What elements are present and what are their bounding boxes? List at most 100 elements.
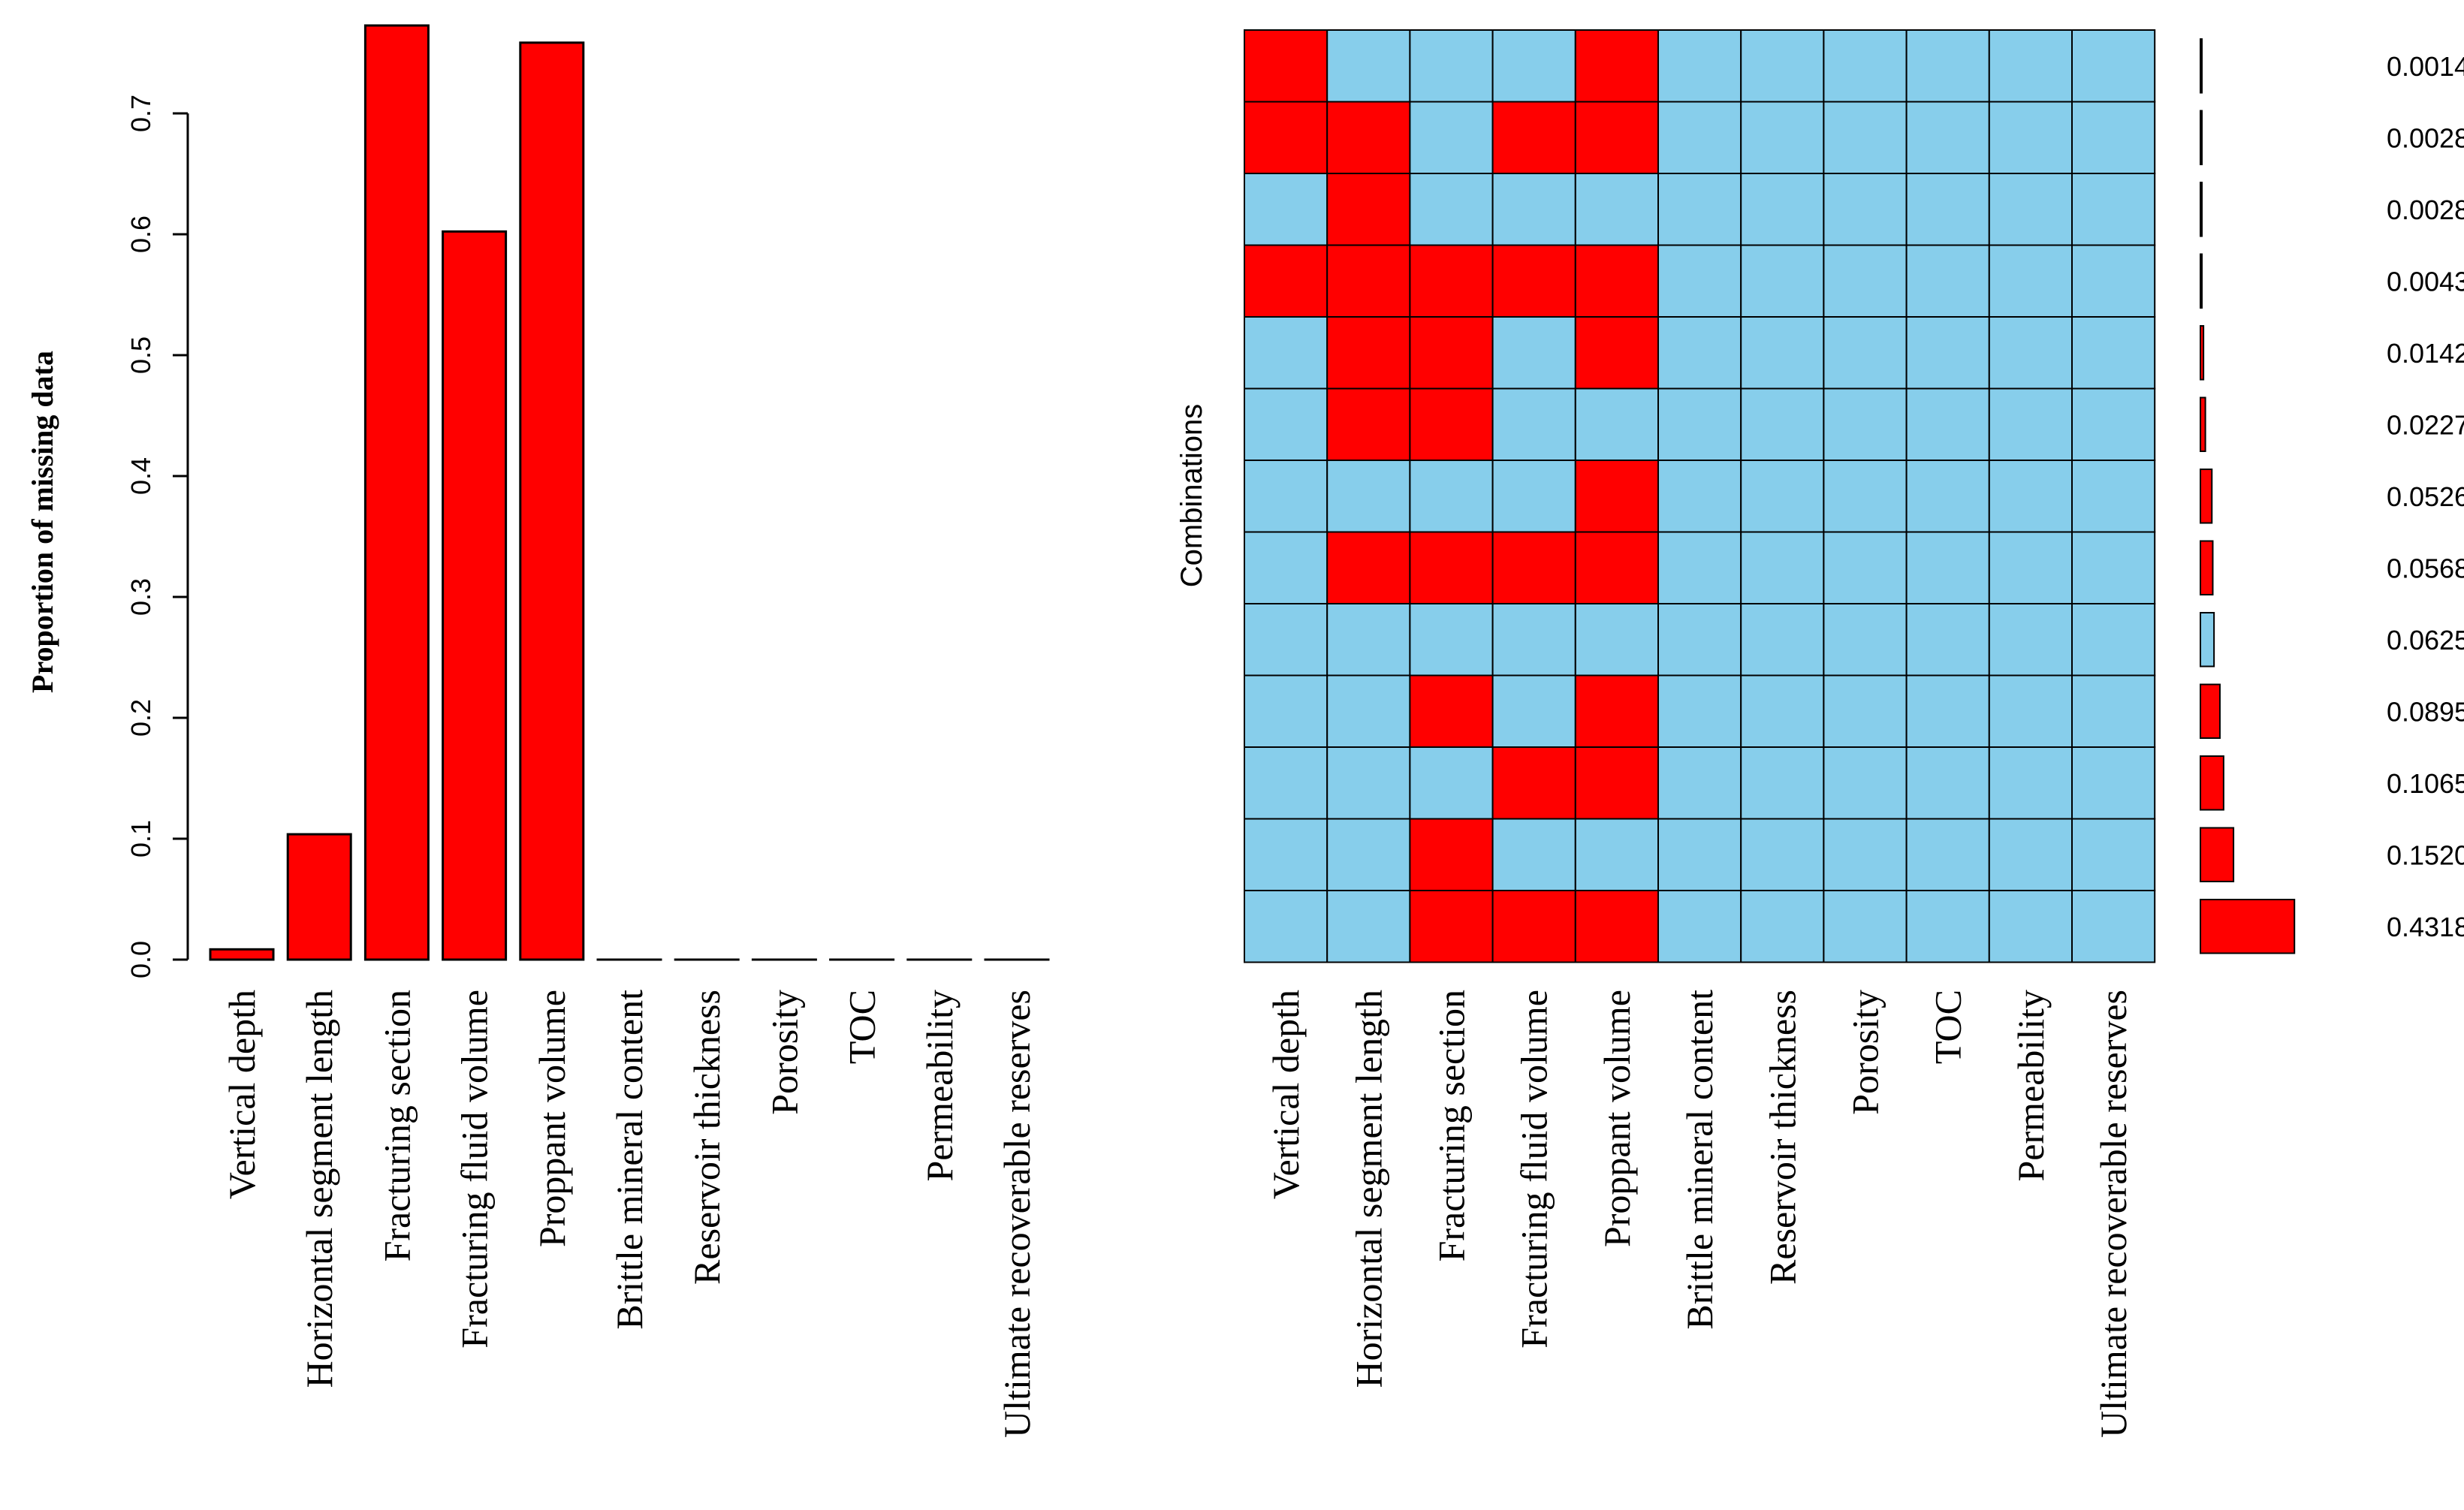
combination-frequency-bar <box>2200 396 2206 452</box>
heatmap-cell <box>1409 29 1494 103</box>
heatmap-cell <box>2071 173 2156 246</box>
y-tick-label: 0.4 <box>125 457 156 495</box>
heatmap-cell <box>1823 460 1908 533</box>
combination-frequency-bar <box>2200 899 2296 954</box>
heatmap-cell <box>1326 460 1411 533</box>
heatmap-cell <box>1823 387 1908 461</box>
heatmap-cell <box>1657 603 1742 677</box>
heatmap-cell <box>1244 531 1329 604</box>
heatmap-cell <box>1409 603 1494 677</box>
heatmap-cell <box>1988 387 2073 461</box>
heatmap-cell <box>1740 746 1825 820</box>
heatmap-cell <box>1574 387 1660 461</box>
bar-fracturing-section <box>363 24 430 961</box>
heatmap-cell <box>1657 244 1742 318</box>
heatmap-cell <box>1657 746 1742 820</box>
heatmap-cell <box>1905 244 1990 318</box>
heatmap-cell <box>1326 603 1411 677</box>
heatmap-cell <box>1491 890 1576 963</box>
y-tick-label: 0.5 <box>125 336 156 374</box>
combination-proportion-label: 0.0895 <box>2387 696 2464 727</box>
heatmap-cell <box>1905 818 1990 891</box>
heatmap-cell <box>1823 173 1908 246</box>
heatmap-cell <box>2071 603 2156 677</box>
combination-proportion-label: 0.0625 <box>2387 625 2464 656</box>
heatmap-x-label-horizontal-segment-length: Horizontal segment length <box>1347 990 1389 1388</box>
heatmap-cell <box>1244 674 1329 748</box>
x-tick-label-permeability: Permeability <box>918 990 961 1182</box>
heatmap-cell <box>1574 818 1660 891</box>
heatmap-cell <box>1409 460 1494 533</box>
x-tick-label-horizontal-segment-length: Horizontal segment length <box>298 990 340 1388</box>
heatmap-cell <box>1823 101 1908 174</box>
heatmap-cell <box>1244 603 1329 677</box>
heatmap-x-label-toc: TOC <box>1927 990 1969 1064</box>
bar-vertical-depth <box>209 948 275 961</box>
heatmap-cell <box>1905 101 1990 174</box>
x-tick-label-vertical-depth: Vertical depth <box>221 990 263 1199</box>
heatmap-cell <box>1409 674 1494 748</box>
heatmap-cell <box>1988 316 2073 390</box>
combination-proportion-label: 0.1520 <box>2387 839 2464 870</box>
combination-frequency-bar <box>2200 469 2213 524</box>
heatmap-cell <box>1574 674 1660 748</box>
heatmap-cell <box>1905 603 1990 677</box>
heatmap-cell <box>1905 531 1990 604</box>
heatmap-cell <box>1657 890 1742 963</box>
heatmap-cell <box>1740 603 1825 677</box>
heatmap-cell <box>1409 244 1494 318</box>
heatmap-cell <box>1244 173 1329 246</box>
bar-horizontal-segment-length <box>286 833 352 961</box>
heatmap-cell <box>1740 387 1825 461</box>
heatmap-cell <box>1244 818 1329 891</box>
combination-proportion-label: 0.0014 <box>2387 51 2464 82</box>
heatmap-cell <box>1574 746 1660 820</box>
heatmap-cell <box>1740 316 1825 390</box>
heatmap-cell <box>1905 387 1990 461</box>
heatmap-cell <box>2071 316 2156 390</box>
heatmap-cell <box>1326 890 1411 963</box>
heatmap-cell <box>1326 531 1411 604</box>
bar-fracturing-fluid-volume <box>442 230 508 961</box>
heatmap-cell <box>2071 29 2156 103</box>
x-tick-label-reservoir-thickness: Reservoir thickness <box>686 990 728 1285</box>
heatmap-cell <box>1491 818 1576 891</box>
heatmap-cell <box>1905 316 1990 390</box>
heatmap-x-label-ultimate-recoverable-reserves: Ultimate recoverable reserves <box>2092 990 2134 1438</box>
heatmap-cell <box>1409 316 1494 390</box>
combination-proportion-label: 0.1065 <box>2387 768 2464 799</box>
heatmap-cell <box>1823 603 1908 677</box>
heatmap-cell <box>1326 818 1411 891</box>
heatmap-cell <box>1740 244 1825 318</box>
heatmap-cell <box>1244 244 1329 318</box>
heatmap-cell <box>1326 101 1411 174</box>
heatmap-cell <box>1409 101 1494 174</box>
x-tick-label-ultimate-recoverable-reserves: Ultimate recoverable reserves <box>996 990 1038 1438</box>
heatmap-cell <box>1905 460 1990 533</box>
combination-frequency-bar <box>2200 683 2221 739</box>
heatmap-y-axis-label: Combinations <box>1175 404 1208 588</box>
heatmap-cell <box>1326 746 1411 820</box>
heatmap-cell <box>1326 29 1411 103</box>
heatmap-cell <box>1905 29 1990 103</box>
heatmap-cell <box>1574 29 1660 103</box>
combination-proportion-label: 0.0043 <box>2387 266 2464 297</box>
x-tick-label-fracturing-fluid-volume: Fracturing fluid volume <box>454 990 496 1349</box>
heatmap-cell <box>1409 890 1494 963</box>
heatmap-cell <box>1988 531 2073 604</box>
heatmap-cell <box>1491 746 1576 820</box>
heatmap-cell <box>1574 316 1660 390</box>
combination-proportion-label: 0.0568 <box>2387 553 2464 583</box>
heatmap-cell <box>2071 387 2156 461</box>
heatmap-cell <box>1823 29 1908 103</box>
heatmap-cell <box>1574 531 1660 604</box>
heatmap-cell <box>1244 387 1329 461</box>
heatmap-cell <box>1244 746 1329 820</box>
heatmap-cell <box>1740 674 1825 748</box>
heatmap-cell <box>1740 460 1825 533</box>
y-tick-label: 0.1 <box>125 820 156 857</box>
heatmap-cell <box>1491 531 1576 604</box>
combination-frequency-bar <box>2200 612 2215 668</box>
combination-proportion-label: 0.0526 <box>2387 481 2464 512</box>
missing-pattern-heatmap: 0.0014 0.0028 0.0028 0.0043 0.0142 0.0227 0.05… <box>1175 29 2464 1438</box>
